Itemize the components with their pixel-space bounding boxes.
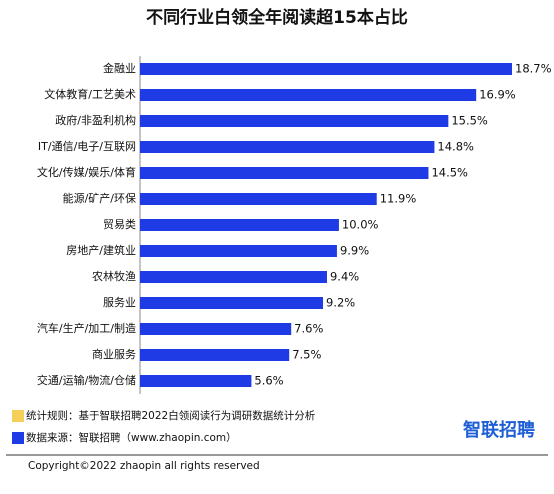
category-label: 房地产/建筑业 xyxy=(66,243,136,257)
value-label: 9.9% xyxy=(340,244,369,258)
note: 数据来源：智联招聘（www.zhaopin.com） xyxy=(26,431,237,444)
chart-title: 不同行业白领全年阅读超15本占比 xyxy=(146,7,408,28)
category-label: 金融业 xyxy=(103,61,136,75)
bar xyxy=(140,219,339,231)
category-label: 文化/传媒/娱乐/体育 xyxy=(37,165,136,179)
note-swatch xyxy=(12,410,24,422)
bar xyxy=(140,115,449,127)
category-label: 商业服务 xyxy=(92,347,136,361)
category-label: 贸易类 xyxy=(103,217,136,231)
bar xyxy=(140,245,337,257)
note-swatch xyxy=(12,432,24,444)
value-label: 5.6% xyxy=(254,374,283,388)
bar xyxy=(140,271,327,283)
bar xyxy=(140,297,324,309)
value-label: 9.2% xyxy=(326,296,355,310)
value-label: 16.9% xyxy=(479,88,516,102)
category-label: 服务业 xyxy=(103,296,136,309)
value-label: 14.5% xyxy=(431,166,468,180)
bar xyxy=(140,349,290,361)
category-label: 文体教育/工艺美术 xyxy=(44,87,136,101)
value-label: 10.0% xyxy=(342,218,379,232)
value-label: 14.8% xyxy=(437,140,474,154)
logo: 智联招聘 xyxy=(463,419,535,441)
bar xyxy=(140,193,377,205)
value-label: 11.9% xyxy=(380,192,417,206)
bar xyxy=(140,375,252,387)
category-label: 政府/非盈利机构 xyxy=(55,113,136,127)
bar xyxy=(140,63,512,75)
value-label: 18.7% xyxy=(515,62,552,76)
value-label: 15.5% xyxy=(451,114,488,128)
bar xyxy=(140,141,435,153)
bar xyxy=(140,167,429,179)
value-label: 9.4% xyxy=(330,270,359,284)
copyright: Copyright©2022 zhaopin all rights reserv… xyxy=(28,460,260,472)
value-label: 7.6% xyxy=(294,322,323,336)
category-label: 农林牧渔 xyxy=(92,269,136,283)
bar xyxy=(140,89,477,101)
category-label: IT/通信/电子/互联网 xyxy=(38,140,136,153)
note: 统计规则：基于智联招聘2022白领阅读行为调研数据统计分析 xyxy=(26,409,316,422)
value-label: 7.5% xyxy=(292,348,321,362)
category-label: 交通/运输/物流/仓储 xyxy=(37,373,136,387)
bar xyxy=(140,323,292,335)
category-label: 汽车/生产/加工/制造 xyxy=(37,321,136,335)
category-label: 能源/矿产/环保 xyxy=(63,191,136,205)
